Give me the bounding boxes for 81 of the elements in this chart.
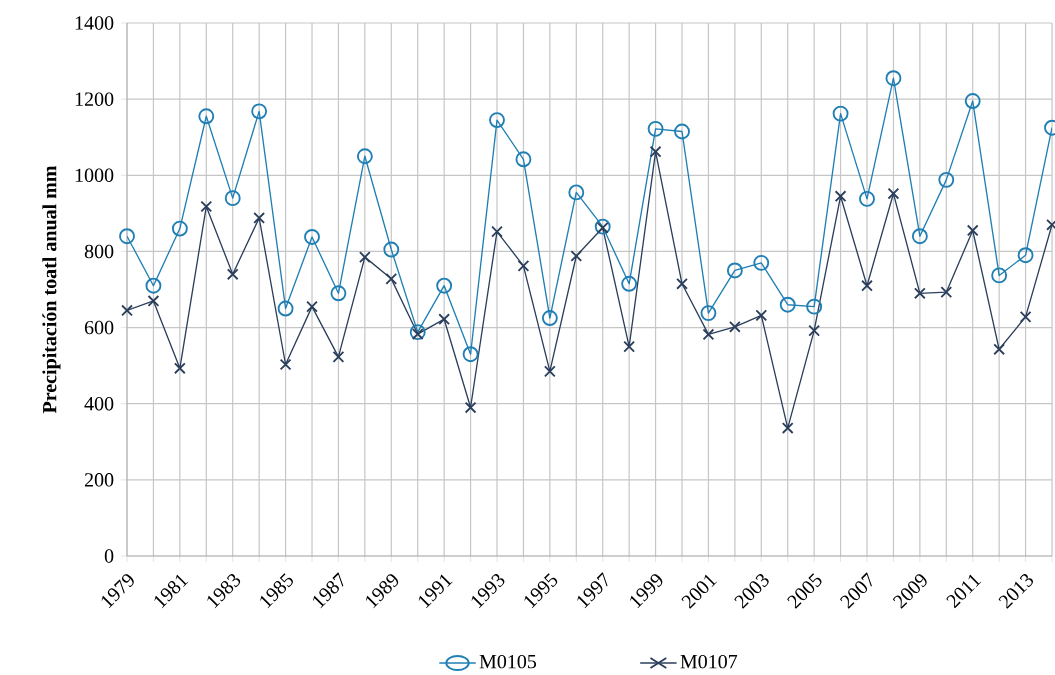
point <box>119 228 135 245</box>
point <box>438 313 451 326</box>
point <box>859 190 875 207</box>
y-tick-label: 200 <box>84 473 114 487</box>
point <box>1017 247 1034 264</box>
point <box>409 324 426 341</box>
point <box>623 340 636 353</box>
y-tick-label: 0 <box>104 549 114 563</box>
y-tick-label: 1200 <box>75 92 114 106</box>
point <box>436 277 453 294</box>
point <box>832 105 849 122</box>
point <box>570 250 583 262</box>
point <box>779 296 796 313</box>
point <box>462 346 479 363</box>
point <box>647 120 664 137</box>
point <box>198 108 215 125</box>
point <box>358 251 371 264</box>
point <box>411 328 424 340</box>
point <box>543 365 556 378</box>
y-tick-label: 1400 <box>75 16 114 30</box>
point <box>913 287 926 300</box>
y-tick-label: 400 <box>84 396 114 411</box>
point <box>728 320 741 333</box>
point <box>702 328 715 341</box>
point <box>279 358 292 371</box>
point <box>885 70 902 87</box>
point <box>861 279 873 292</box>
point <box>147 295 160 307</box>
point <box>700 305 717 322</box>
point <box>489 112 505 129</box>
point <box>887 187 900 200</box>
point <box>676 277 688 290</box>
point <box>621 275 638 292</box>
point <box>200 200 213 213</box>
legend-label: M0107 <box>680 654 738 669</box>
point <box>991 267 1008 284</box>
point <box>517 260 530 272</box>
point <box>938 171 955 188</box>
point <box>834 190 847 203</box>
point <box>332 350 345 363</box>
y-axis-title: Precipitación toatl anual mm <box>42 165 61 414</box>
point <box>541 310 558 326</box>
point <box>173 362 186 375</box>
point <box>515 151 532 168</box>
point <box>755 309 768 322</box>
point <box>806 298 823 315</box>
point <box>251 103 268 120</box>
point <box>781 422 794 434</box>
point <box>966 224 979 237</box>
x-tick-label: 1981 <box>154 574 189 609</box>
point <box>330 285 347 302</box>
point <box>649 145 662 158</box>
point <box>277 300 294 317</box>
point <box>253 212 266 224</box>
point <box>993 343 1006 356</box>
point <box>491 225 503 238</box>
y-tick-label: 1000 <box>75 168 114 183</box>
point <box>224 190 241 207</box>
point <box>171 220 188 237</box>
x-tick-label: 2011 <box>946 574 982 609</box>
y-tick-label: 800 <box>84 244 114 259</box>
point <box>753 254 770 271</box>
legend-label: M0105 <box>479 654 537 669</box>
point <box>226 268 239 281</box>
point <box>383 241 400 258</box>
point <box>808 324 821 337</box>
point <box>121 304 133 317</box>
point <box>1019 311 1032 323</box>
point <box>145 277 162 294</box>
point <box>726 262 743 279</box>
point <box>385 272 398 285</box>
point <box>306 300 318 313</box>
y-tick-label: 600 <box>84 320 114 335</box>
point <box>911 228 928 245</box>
point <box>674 123 690 140</box>
point <box>568 184 585 201</box>
point <box>356 148 373 165</box>
point <box>964 93 981 109</box>
point <box>304 229 320 245</box>
point <box>464 401 477 414</box>
point <box>940 286 953 299</box>
